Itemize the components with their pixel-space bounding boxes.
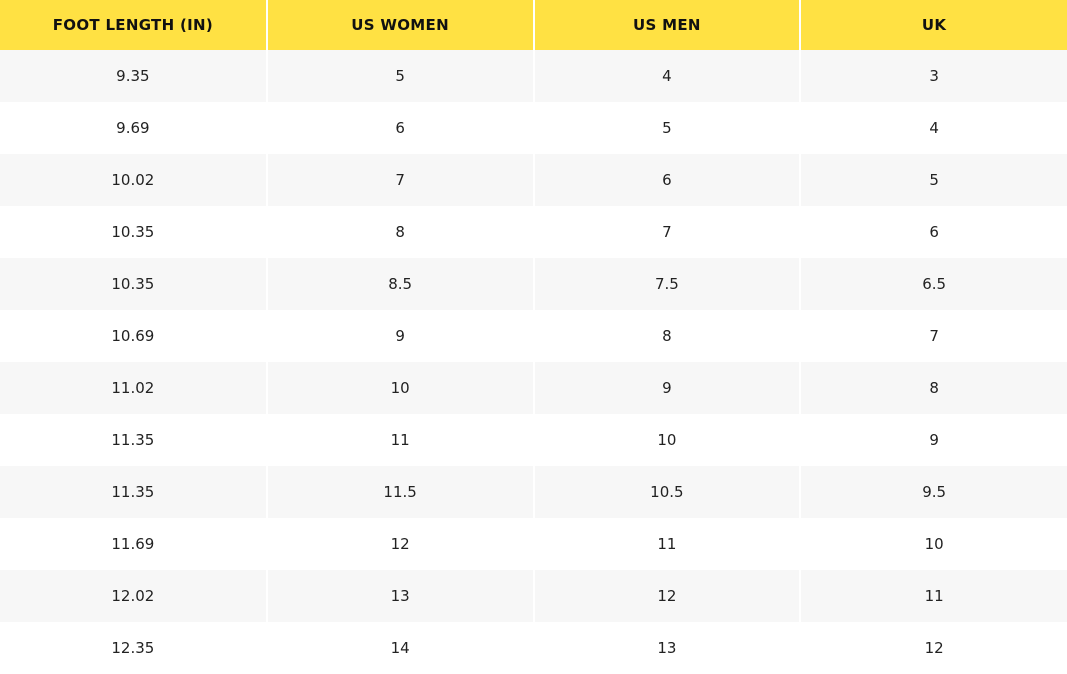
table-cell: 6 bbox=[266, 102, 535, 154]
table-cell: 12 bbox=[800, 622, 1067, 674]
table-cell: 10.02 bbox=[0, 154, 268, 206]
table-cell: 10.35 bbox=[0, 258, 268, 310]
table-cell: 10.69 bbox=[0, 310, 268, 362]
table-row: 10.02 7 6 5 bbox=[0, 154, 1067, 206]
table-cell: 4 bbox=[533, 50, 802, 102]
table-cell: 9 bbox=[800, 414, 1067, 466]
header-cell: FOOT LENGTH (IN) bbox=[0, 0, 268, 50]
table-row: 9.69 6 5 4 bbox=[0, 102, 1067, 154]
table-cell: 11.35 bbox=[0, 466, 268, 518]
table-cell: 7.5 bbox=[533, 258, 802, 310]
table-cell: 10.5 bbox=[533, 466, 802, 518]
table-cell: 9.69 bbox=[0, 102, 268, 154]
table-cell: 12.02 bbox=[0, 570, 268, 622]
table-cell: 11 bbox=[533, 518, 802, 570]
table-cell: 9.5 bbox=[800, 466, 1067, 518]
table-cell: 8 bbox=[800, 362, 1067, 414]
table-cell: 12 bbox=[266, 518, 535, 570]
table-cell: 13 bbox=[266, 570, 535, 622]
table-header: FOOT LENGTH (IN) US WOMEN US MEN UK bbox=[0, 0, 1067, 50]
table-cell: 10 bbox=[533, 414, 802, 466]
table-body: 9.35 5 4 3 9.69 6 5 4 10.02 7 6 5 10.35 8 7 6 10.35 8.5 7.… bbox=[0, 50, 1067, 674]
table-cell: 9.35 bbox=[0, 50, 268, 102]
table-cell: 11.02 bbox=[0, 362, 268, 414]
header-row: FOOT LENGTH (IN) US WOMEN US MEN UK bbox=[0, 0, 1067, 50]
table-cell: 7 bbox=[533, 206, 802, 258]
table-cell: 10 bbox=[800, 518, 1067, 570]
table-cell: 6.5 bbox=[800, 258, 1067, 310]
table-cell: 11.5 bbox=[266, 466, 535, 518]
table-cell: 7 bbox=[800, 310, 1067, 362]
table-cell: 5 bbox=[533, 102, 802, 154]
table-row: 12.02 13 12 11 bbox=[0, 570, 1067, 622]
table-row: 11.35 11.5 10.5 9.5 bbox=[0, 466, 1067, 518]
header-cell: US WOMEN bbox=[266, 0, 535, 50]
table-cell: 8 bbox=[266, 206, 535, 258]
table-cell: 7 bbox=[266, 154, 535, 206]
table-cell: 10 bbox=[266, 362, 535, 414]
table-cell: 8 bbox=[533, 310, 802, 362]
table-cell: 10.35 bbox=[0, 206, 268, 258]
table-row: 12.35 14 13 12 bbox=[0, 622, 1067, 674]
header-cell: UK bbox=[800, 0, 1067, 50]
table-row: 11.02 10 9 8 bbox=[0, 362, 1067, 414]
table-row: 10.35 8 7 6 bbox=[0, 206, 1067, 258]
table-row: 10.69 9 8 7 bbox=[0, 310, 1067, 362]
table-cell: 6 bbox=[800, 206, 1067, 258]
table-cell: 14 bbox=[266, 622, 535, 674]
table-row: 11.69 12 11 10 bbox=[0, 518, 1067, 570]
table-cell: 11.69 bbox=[0, 518, 268, 570]
table-cell: 9 bbox=[266, 310, 535, 362]
table-cell: 12.35 bbox=[0, 622, 268, 674]
table-cell: 9 bbox=[533, 362, 802, 414]
table-cell: 4 bbox=[800, 102, 1067, 154]
table-row: 10.35 8.5 7.5 6.5 bbox=[0, 258, 1067, 310]
table-cell: 11 bbox=[266, 414, 535, 466]
table-cell: 6 bbox=[533, 154, 802, 206]
table-cell: 11.35 bbox=[0, 414, 268, 466]
table-row: 11.35 11 10 9 bbox=[0, 414, 1067, 466]
table-cell: 11 bbox=[800, 570, 1067, 622]
table-cell: 8.5 bbox=[266, 258, 535, 310]
table-cell: 12 bbox=[533, 570, 802, 622]
table-cell: 5 bbox=[266, 50, 535, 102]
table-cell: 5 bbox=[800, 154, 1067, 206]
header-cell: US MEN bbox=[533, 0, 802, 50]
table-row: 9.35 5 4 3 bbox=[0, 50, 1067, 102]
table-cell: 3 bbox=[800, 50, 1067, 102]
table-cell: 13 bbox=[533, 622, 802, 674]
